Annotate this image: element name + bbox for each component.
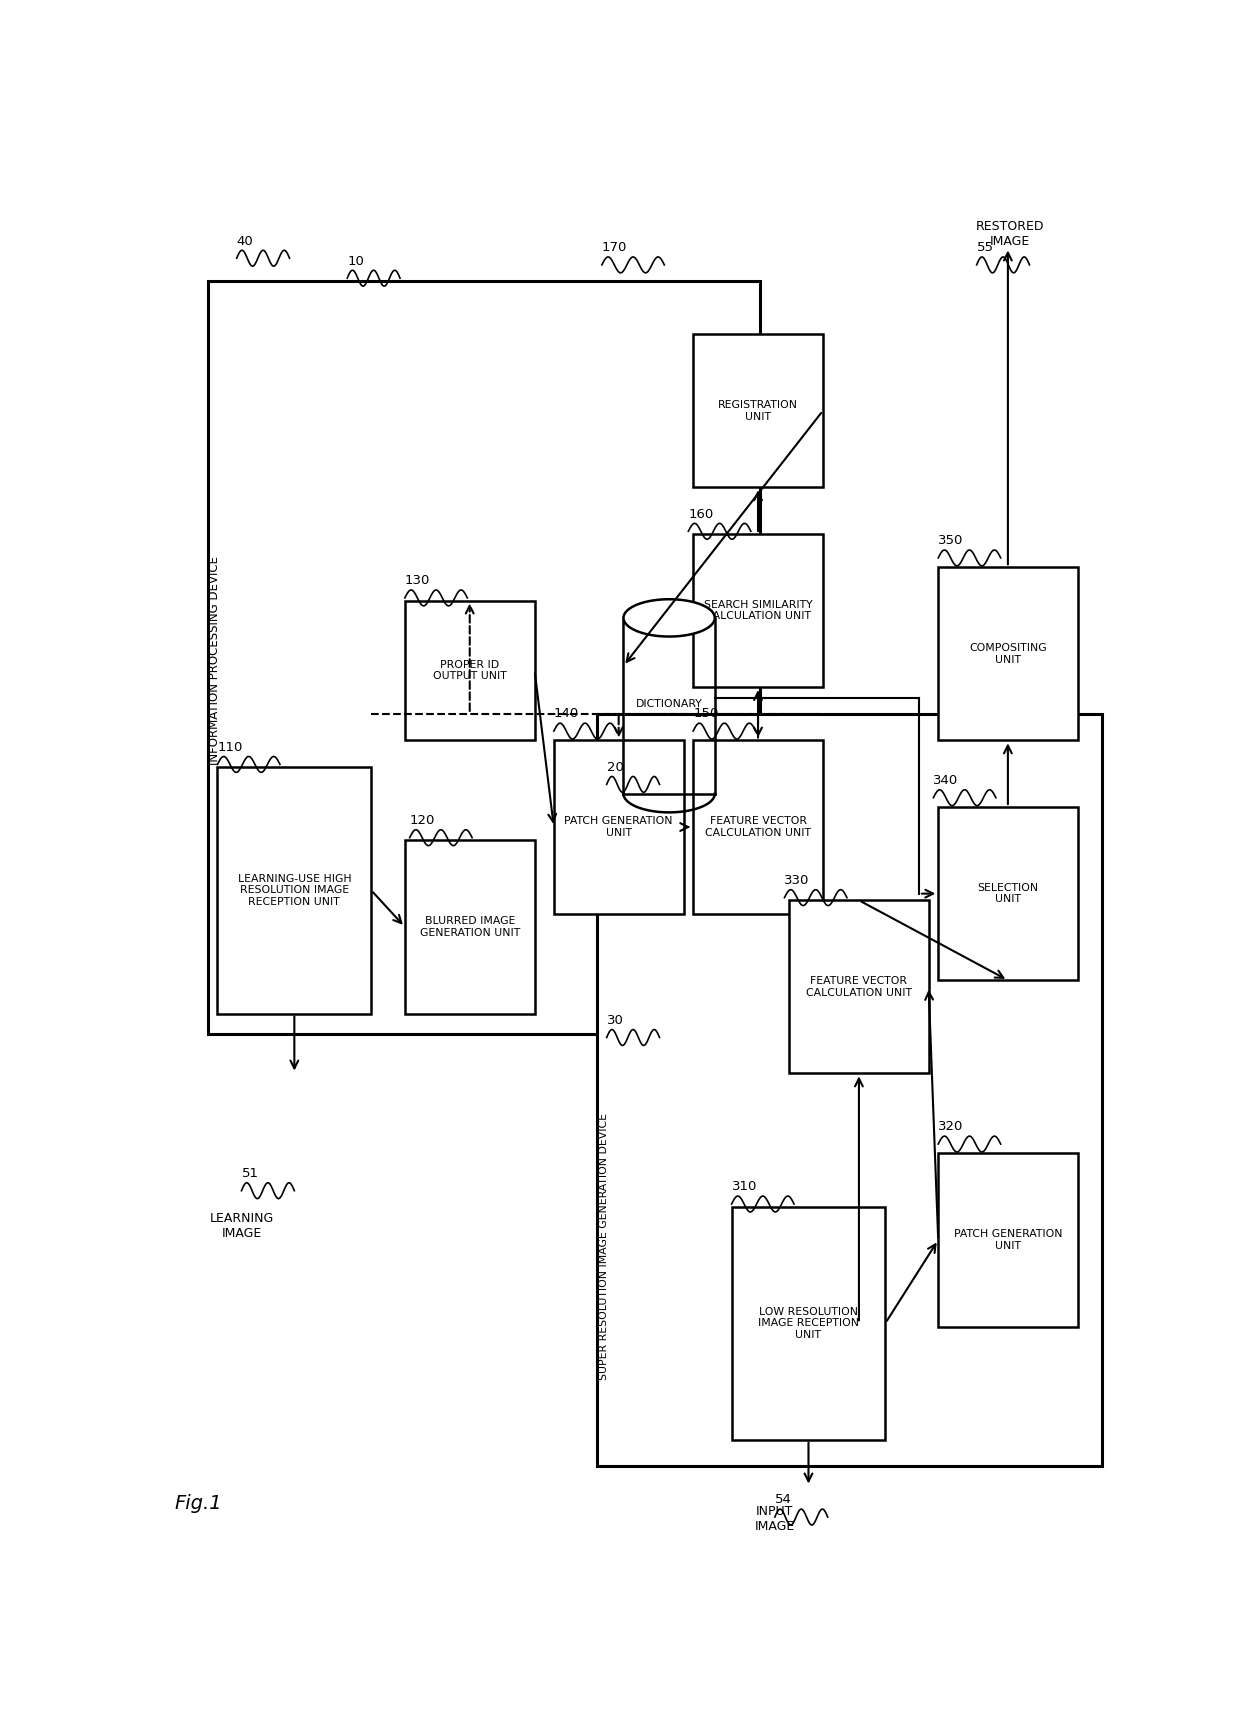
Text: 51: 51 [242,1168,258,1180]
FancyBboxPatch shape [404,841,534,1014]
Text: PATCH GENERATION
UNIT: PATCH GENERATION UNIT [564,817,673,837]
Text: 55: 55 [977,240,993,254]
Text: 340: 340 [934,773,959,787]
FancyBboxPatch shape [693,334,823,488]
Text: LEARNING
IMAGE: LEARNING IMAGE [210,1213,274,1240]
Text: LEARNING-USE HIGH
RESOLUTION IMAGE
RECEPTION UNIT: LEARNING-USE HIGH RESOLUTION IMAGE RECEP… [238,874,351,907]
Text: 54: 54 [775,1493,791,1507]
Text: 110: 110 [217,740,243,754]
Text: 170: 170 [601,240,627,254]
FancyBboxPatch shape [939,806,1078,981]
Text: SELECTION
UNIT: SELECTION UNIT [977,882,1038,905]
Text: INFORMATION PROCESSING DEVICE: INFORMATION PROCESSING DEVICE [208,555,221,765]
Text: FEATURE VECTOR
CALCULATION UNIT: FEATURE VECTOR CALCULATION UNIT [706,817,811,837]
Text: Fig.1: Fig.1 [174,1495,222,1514]
Text: 160: 160 [688,507,713,521]
Text: SEARCH SIMILARITY
CALCULATION UNIT: SEARCH SIMILARITY CALCULATION UNIT [704,600,812,621]
Text: 140: 140 [554,708,579,720]
FancyBboxPatch shape [208,280,760,1033]
Text: PATCH GENERATION
UNIT: PATCH GENERATION UNIT [954,1230,1063,1251]
Text: 130: 130 [404,574,430,586]
FancyBboxPatch shape [732,1208,885,1439]
Text: 40: 40 [237,235,253,247]
Text: PROPER ID
OUTPUT UNIT: PROPER ID OUTPUT UNIT [433,659,507,682]
FancyBboxPatch shape [939,567,1078,740]
FancyBboxPatch shape [217,766,371,1014]
Text: 330: 330 [785,874,810,887]
Text: 350: 350 [939,535,963,547]
Text: SUPER RESOLUTION IMAGE GENERATION DEVICE: SUPER RESOLUTION IMAGE GENERATION DEVICE [599,1112,609,1381]
Text: LOW RESOLUTION
IMAGE RECEPTION
UNIT: LOW RESOLUTION IMAGE RECEPTION UNIT [758,1306,859,1339]
Text: 150: 150 [693,708,718,720]
FancyBboxPatch shape [693,740,823,913]
Text: RESTORED
IMAGE: RESTORED IMAGE [976,220,1044,247]
FancyBboxPatch shape [596,714,1101,1467]
Text: DICTIONARY: DICTIONARY [636,699,703,709]
FancyBboxPatch shape [939,1154,1078,1327]
Polygon shape [624,599,714,637]
FancyBboxPatch shape [789,900,929,1073]
Text: FEATURE VECTOR
CALCULATION UNIT: FEATURE VECTOR CALCULATION UNIT [806,976,911,998]
Text: INPUT
IMAGE: INPUT IMAGE [755,1505,795,1533]
FancyBboxPatch shape [693,535,823,687]
Text: 310: 310 [732,1180,756,1194]
FancyBboxPatch shape [554,740,683,913]
Text: 320: 320 [939,1121,963,1133]
FancyBboxPatch shape [404,600,534,740]
Text: 10: 10 [347,254,365,268]
Text: REGISTRATION
UNIT: REGISTRATION UNIT [718,400,799,422]
Text: BLURRED IMAGE
GENERATION UNIT: BLURRED IMAGE GENERATION UNIT [419,917,520,938]
Text: 20: 20 [606,761,624,773]
Text: COMPOSITING
UNIT: COMPOSITING UNIT [970,644,1047,664]
Text: 30: 30 [606,1014,624,1028]
Text: 120: 120 [409,815,435,827]
